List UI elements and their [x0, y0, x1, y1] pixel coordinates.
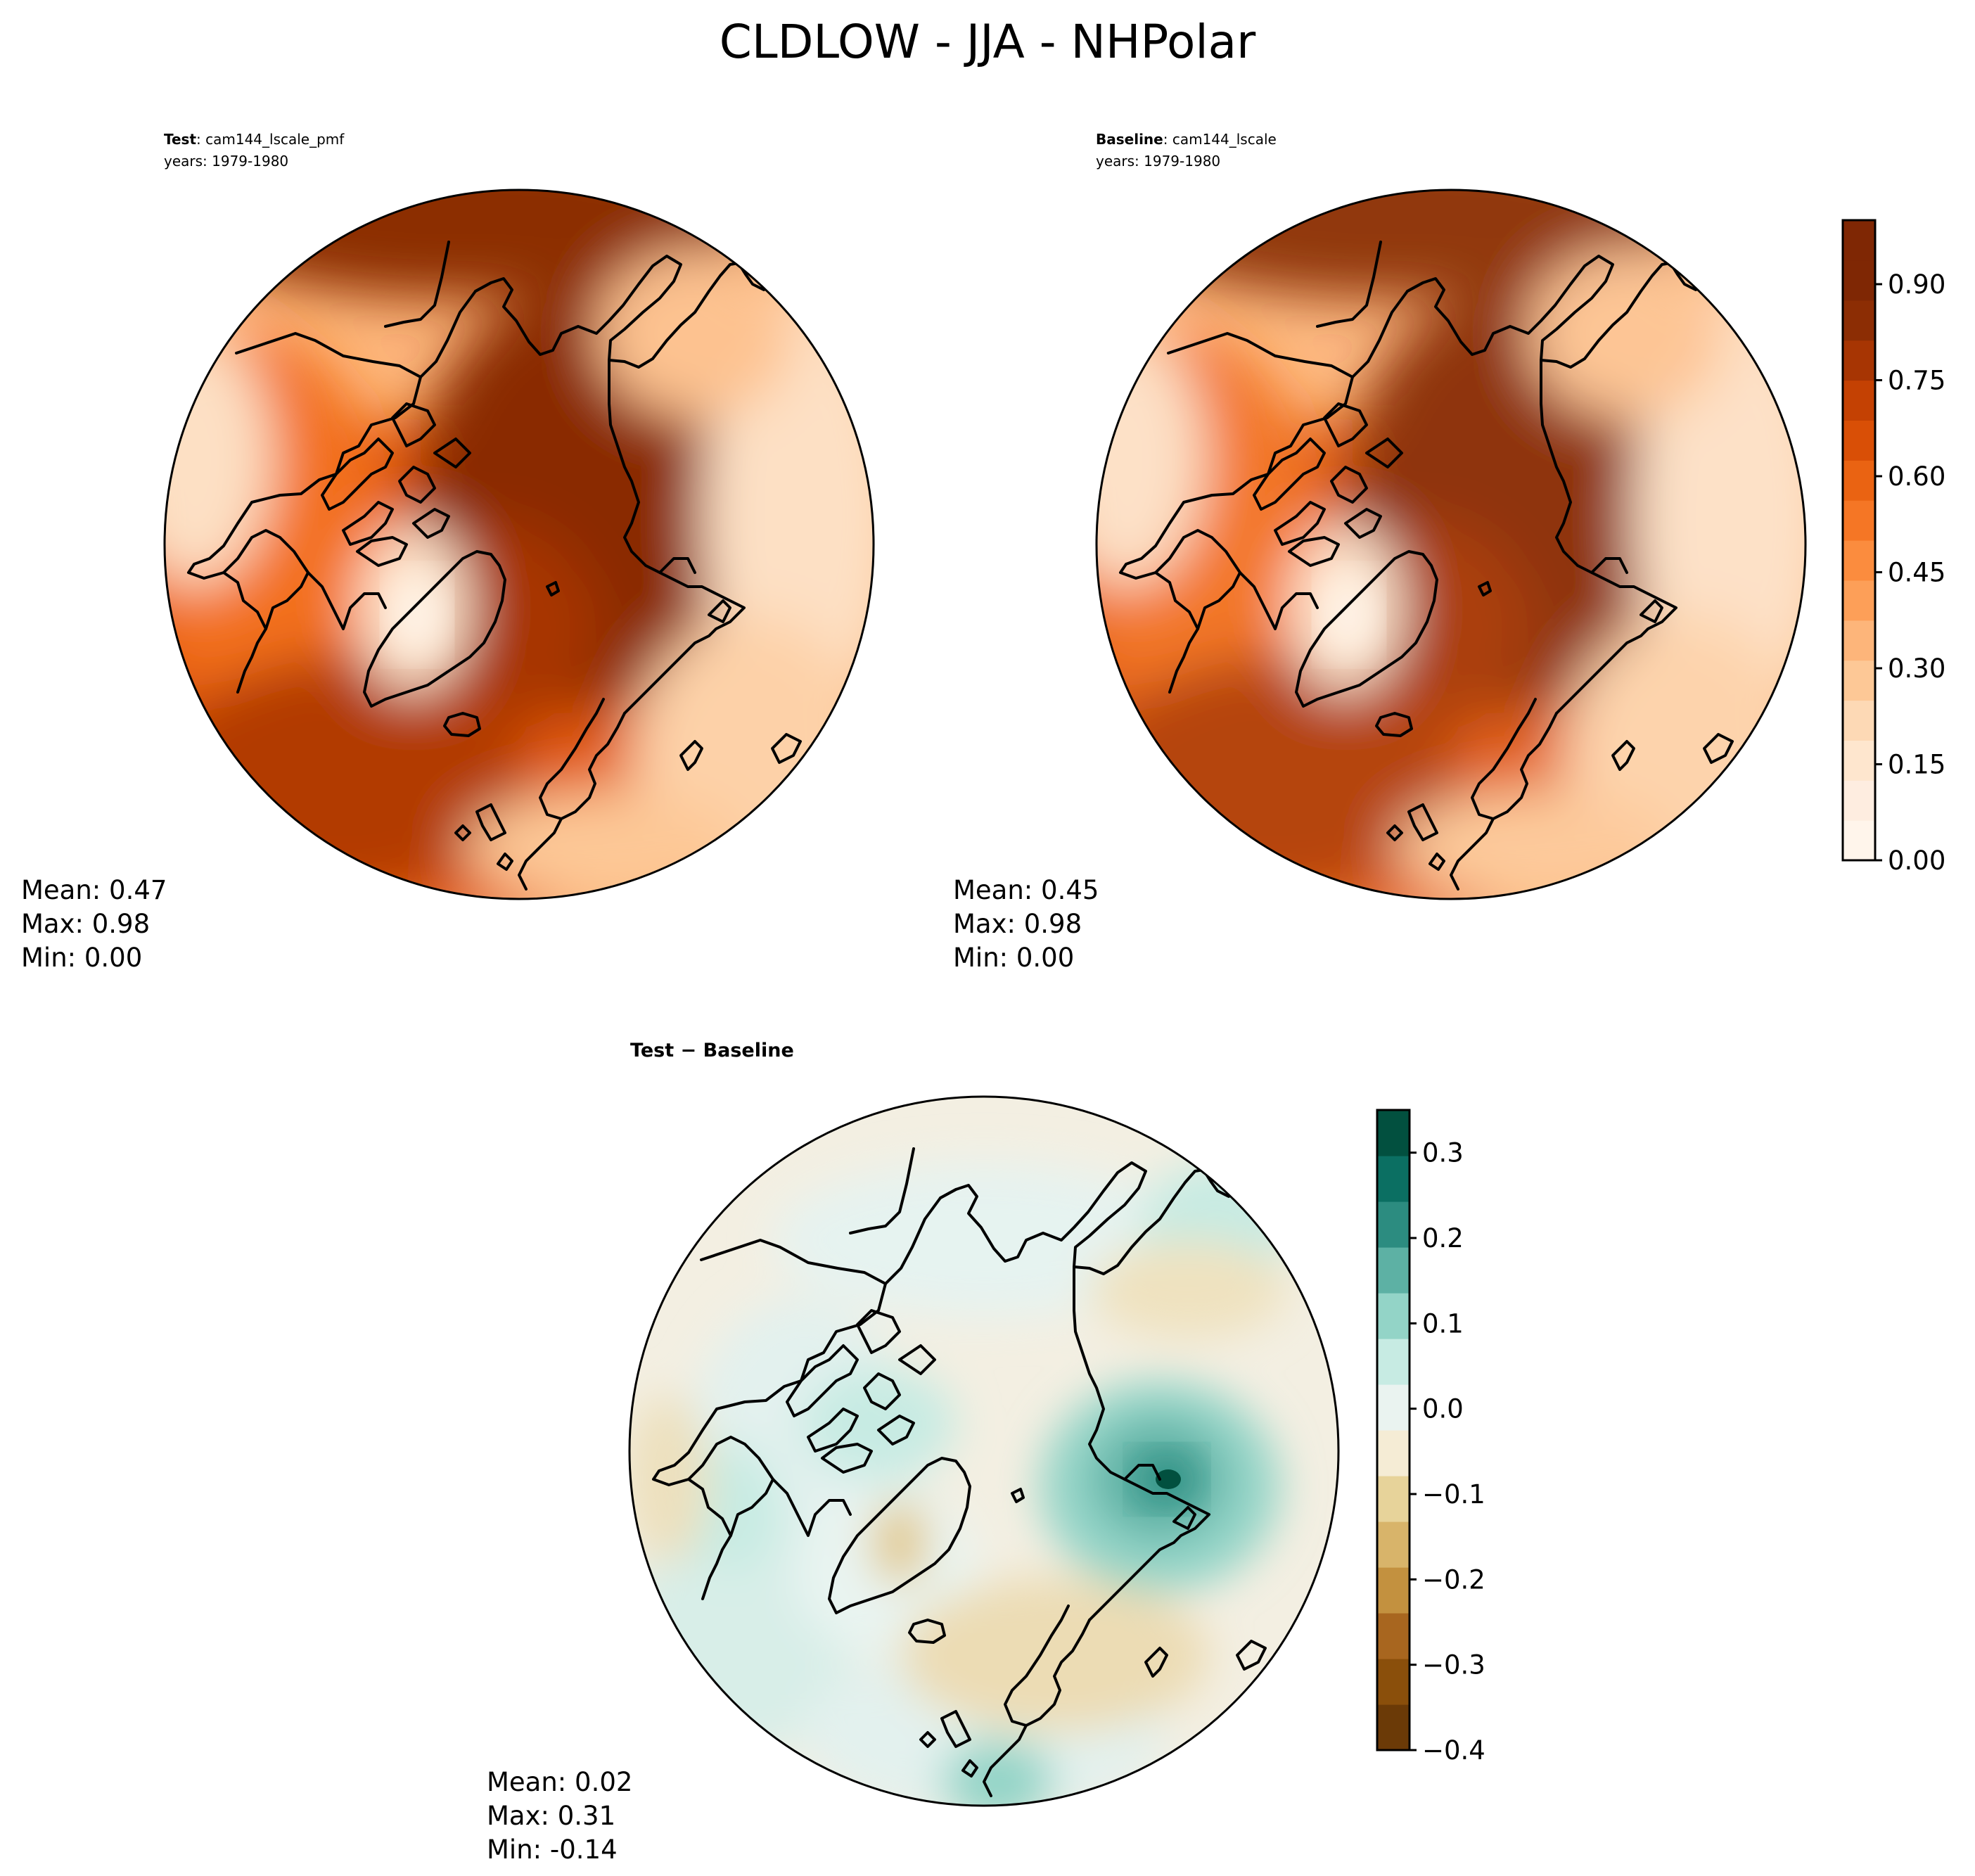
test-min: Min: 0.00 — [21, 943, 142, 973]
main-colorbar-segment — [1843, 340, 1875, 381]
baseline-mean: Mean: 0.45 — [953, 875, 1099, 905]
diff-colorbar-segment — [1377, 1613, 1410, 1659]
main-colorbar-tick-label: 0.90 — [1888, 269, 1945, 300]
diff-colorbar-frame — [1376, 1109, 1411, 1751]
test-map — [69, 129, 899, 924]
main-colorbar-tick-label: 0.60 — [1888, 461, 1945, 492]
diff-colorbar-segment — [1377, 1659, 1410, 1705]
main-colorbar-segment — [1843, 580, 1875, 621]
diff-colorbar-segment — [1377, 1567, 1410, 1614]
baseline-label: Baseline — [1096, 131, 1163, 148]
baseline-map-boundary — [1095, 189, 1807, 900]
diff-colorbar-tick-label: −0.4 — [1422, 1735, 1485, 1766]
main-colorbar-segment — [1843, 460, 1875, 501]
diff-colorbar-ticks: 0.3 0.2 0.1 0.0 −0.1 −0.2 −0.3 −0.4 — [1410, 1138, 1485, 1766]
baseline-years: years: 1979-1980 — [1096, 153, 1220, 170]
main-colorbar-tick-label: 0.30 — [1888, 653, 1945, 684]
diff-colorbar-tick-label: −0.2 — [1422, 1564, 1485, 1595]
baseline-max: Max: 0.98 — [953, 909, 1082, 939]
diff-colorbar-tick-label: 0.0 — [1422, 1394, 1464, 1424]
main-colorbar-segment — [1843, 540, 1875, 581]
diff-colorbar-tick-label: 0.1 — [1422, 1308, 1464, 1339]
test-panel: Test: cam144_lscale_pmf years: 1979-1980… — [21, 129, 899, 973]
main-colorbar-segment — [1843, 620, 1875, 661]
diff-map-boundary — [628, 1095, 1340, 1807]
diff-colorbar-segment — [1377, 1247, 1410, 1294]
diff-title-test: Test — [630, 1040, 674, 1061]
test-map-boundary — [163, 189, 875, 900]
diff-colorbar-segment — [1377, 1521, 1410, 1568]
main-colorbar-segment — [1843, 260, 1875, 301]
diff-colorbar-segment — [1377, 1293, 1410, 1339]
main-colorbar-segment — [1843, 380, 1875, 421]
main-colorbar-tick-label: 0.45 — [1888, 558, 1945, 588]
main-colorbar-tick-label: 0.15 — [1888, 750, 1945, 780]
test-mean: Mean: 0.47 — [21, 875, 167, 905]
main-colorbar-tick-label: 0.75 — [1888, 366, 1945, 396]
diff-mean: Mean: 0.02 — [487, 1767, 632, 1797]
main-colorbar-segment — [1843, 740, 1875, 781]
baseline-panel-title: Baseline: cam144_lscale — [1096, 131, 1277, 148]
main-colorbar-segment — [1843, 780, 1875, 821]
baseline-map — [1097, 190, 1805, 899]
main-colorbar-ticks: 0.00 0.15 0.30 0.45 0.60 0.75 0.90 — [1875, 269, 1945, 876]
baseline-min: Min: 0.00 — [953, 943, 1074, 973]
main-colorbar-segment — [1843, 700, 1875, 741]
diff-map — [618, 1085, 1350, 1824]
test-case-name: : cam144_lscale_pmf — [196, 131, 345, 148]
test-max: Max: 0.98 — [21, 909, 150, 939]
diff-max: Max: 0.31 — [487, 1801, 615, 1831]
diff-panel-title: Test − Baseline — [630, 1040, 794, 1061]
main-colorbar-segment — [1843, 220, 1875, 261]
diff-colorbar-segment — [1377, 1110, 1410, 1156]
main-colorbar-segment — [1843, 420, 1875, 461]
diff-min: Min: -0.14 — [487, 1834, 618, 1865]
diff-colorbar-tick-label: −0.3 — [1422, 1650, 1485, 1680]
main-colorbar-segment — [1843, 500, 1875, 541]
diff-colorbar-tick-label: −0.1 — [1422, 1479, 1485, 1510]
diff-title-baseline: Baseline — [703, 1040, 794, 1061]
diff-colorbar-segment — [1377, 1704, 1410, 1751]
baseline-panel: Baseline: cam144_lscale years: 1979-1980… — [953, 131, 1807, 973]
diff-colorbar-fill — [1377, 1110, 1410, 1751]
figure-title: CLDLOW - JJA - NHPolar — [720, 15, 1256, 69]
diff-colorbar-segment — [1377, 1384, 1410, 1431]
diff-colorbar-segment — [1377, 1201, 1410, 1248]
diff-panel: Test − Baseline Mean: 0.02 Max: 0.31 Min… — [487, 1040, 1350, 1865]
diff-colorbar-segment — [1377, 1430, 1410, 1476]
test-panel-title: Test: cam144_lscale_pmf — [164, 131, 345, 148]
test-years: years: 1979-1980 — [164, 153, 288, 170]
main-colorbar-frame — [1841, 219, 1877, 862]
main-colorbar: 0.00 0.15 0.30 0.45 0.60 0.75 0.90 — [1841, 219, 1945, 876]
main-colorbar-segment — [1843, 660, 1875, 701]
diff-colorbar: 0.3 0.2 0.1 0.0 −0.1 −0.2 −0.3 −0.4 — [1376, 1109, 1485, 1766]
baseline-case-name: : cam144_lscale — [1163, 131, 1277, 148]
test-label: Test — [164, 131, 196, 148]
diff-title-operator: − — [674, 1040, 703, 1061]
main-colorbar-segment — [1843, 300, 1875, 341]
main-colorbar-fill — [1843, 220, 1875, 861]
diff-colorbar-tick-label: 0.3 — [1422, 1138, 1464, 1168]
diff-colorbar-segment — [1377, 1476, 1410, 1522]
diff-colorbar-segment — [1377, 1156, 1410, 1202]
diff-colorbar-tick-label: 0.2 — [1422, 1223, 1464, 1253]
main-colorbar-segment — [1843, 820, 1875, 861]
main-colorbar-tick-label: 0.00 — [1888, 846, 1945, 876]
diff-colorbar-segment — [1377, 1339, 1410, 1385]
